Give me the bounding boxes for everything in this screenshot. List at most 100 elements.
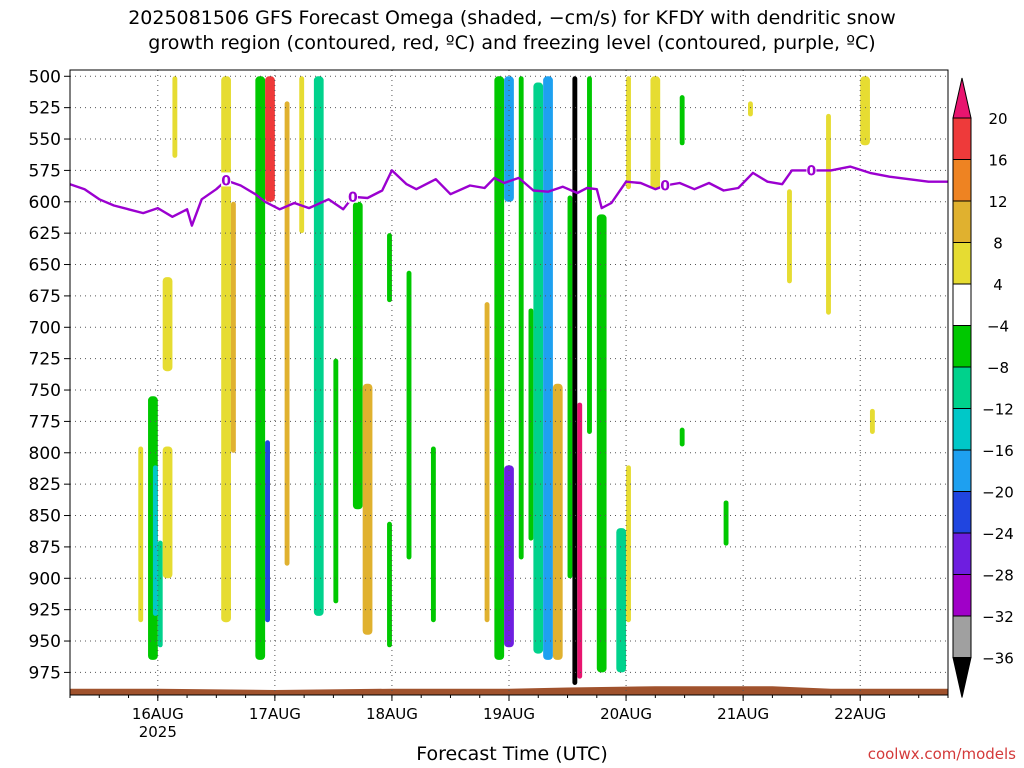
colorbar-bin [952,117,972,160]
omega-band [567,195,573,579]
omega-band [748,101,753,117]
colorbar-bin [952,532,972,575]
grid-lines [70,70,948,695]
colorbar-bin [952,283,972,326]
colorbar-bin [952,574,972,617]
omega-band [616,528,627,673]
x-tick-label: 22AUG [834,705,886,723]
colorbar-tick-label: 4 [993,276,1003,294]
y-tick-label: 825 [29,475,61,495]
title-line-2: growth region (contoured, red, ºC) and f… [148,32,876,54]
y-tick-label: 875 [29,538,61,558]
colorbar-tick-label: −12 [982,401,1014,419]
freezing-level: 0 0 0 0 [70,162,948,227]
colorbar-tick-label: −16 [982,442,1014,460]
omega-band [162,277,173,372]
colorbar-tick-label: −36 [982,650,1014,668]
colorbar-bin [952,325,972,368]
y-axis: 500 525 550 575 600 625 650 675 700 725 750 775 800 8… [29,67,70,683]
colorbar-tick-label: −4 [987,318,1009,336]
omega-band [387,233,392,303]
y-tick-label: 700 [29,318,61,338]
omega-band [230,201,236,453]
omega-band [504,465,514,648]
colorbar-cap-bottom [952,657,972,698]
omega-band [679,427,685,447]
colorbar-tick-label: 20 [988,110,1007,128]
x-axis-label: Forecast Time (UTC) [416,743,608,765]
omega-band [494,76,505,660]
omega-band [626,76,631,190]
omega-band [869,408,875,434]
omega-band [152,465,158,616]
omega-band [533,82,544,654]
colorbar-bin [952,449,972,492]
y-tick-label: 725 [29,350,61,370]
omega-band [265,76,275,202]
x-tick-label: 17AUG [249,705,301,723]
freezing-label-bg [806,162,817,177]
colorbar-bin [952,491,972,534]
y-tick-label: 625 [29,224,61,244]
colorbar-bin [952,408,972,451]
omega-band [162,446,173,579]
omega-band [543,76,553,660]
omega-band [313,76,324,616]
title-line-1: 2025081506 GFS Forecast Omega (shaded, −… [128,7,896,29]
omega-band [406,270,412,560]
colorbar-bin [952,366,972,409]
freezing-label-bg [221,172,232,187]
y-tick-label: 900 [29,569,61,589]
colorbar-tick-label: −28 [982,567,1014,585]
y-tick-label: 925 [29,601,61,621]
omega-band [221,76,231,623]
omega-band [826,113,831,315]
freezing-label-bg [347,188,358,203]
omega-band [860,76,870,146]
colorbar-tick-label: 16 [988,152,1007,170]
omega-band [528,308,534,541]
omega-band [138,446,144,623]
omega-band [430,446,436,623]
omega-band [333,358,339,604]
omega-band [284,101,290,566]
y-tick-label: 525 [29,99,61,119]
y-tick-label: 675 [29,287,61,307]
colorbar-tick-label: −32 [982,608,1014,626]
x-tick-label: 18AUG [366,705,418,723]
colorbar-bin [952,159,972,202]
colorbar-cap-top [952,77,972,119]
omega-band [387,521,392,648]
colorbar-tick-label: −20 [982,484,1014,502]
omega-band [172,76,178,158]
omega-band [596,214,607,673]
colorbar-tick-label: 8 [993,235,1003,253]
colorbar-bin [952,615,972,658]
y-tick-label: 550 [29,130,61,150]
omega-band [552,383,563,660]
y-tick-label: 500 [29,67,61,87]
y-tick-label: 750 [29,381,61,401]
omega-band [352,201,363,510]
y-tick-label: 575 [29,161,61,181]
omega-band [577,402,583,679]
y-tick-label: 600 [29,193,61,213]
credit-link[interactable]: coolwx.com/models [867,745,1016,763]
omega-shading [138,76,875,685]
omega-band [650,76,661,190]
omega-band [484,302,490,623]
omega-band [626,465,631,623]
x-tick-label: 21AUG [717,705,769,723]
freezing-level-line [70,165,948,227]
x-tick-label: 19AUG [483,705,535,723]
freezing-level-label: 0 [660,178,670,194]
omega-band [787,189,792,284]
colorbar-tick-label: 12 [988,193,1007,211]
colorbar-bin [952,242,972,285]
y-tick-label: 800 [29,444,61,464]
omega-band [504,76,514,202]
y-tick-label: 775 [29,412,61,432]
omega-band [572,76,578,685]
